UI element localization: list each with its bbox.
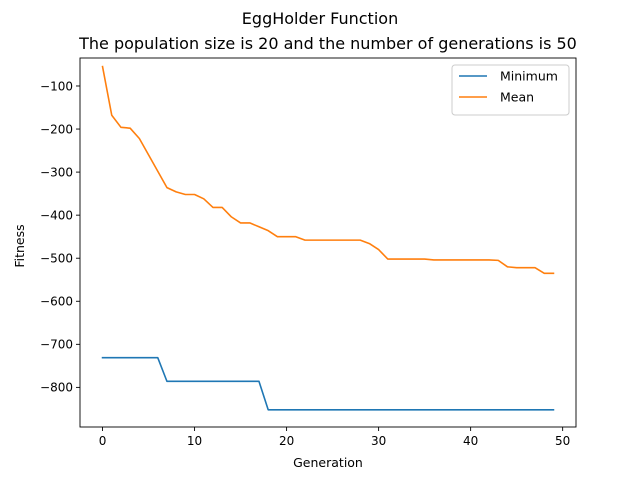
y-tick-label: −100 bbox=[40, 79, 73, 93]
x-tick-label: 20 bbox=[279, 434, 294, 448]
y-tick-label: −500 bbox=[40, 252, 73, 266]
x-tick-label: 10 bbox=[187, 434, 202, 448]
legend-label-mean: Mean bbox=[500, 90, 534, 105]
y-tick-label: −800 bbox=[40, 381, 73, 395]
x-tick-label: 40 bbox=[463, 434, 478, 448]
x-axis-label: Generation bbox=[293, 455, 363, 470]
x-tick-label: 0 bbox=[99, 434, 107, 448]
x-tick-label: 30 bbox=[371, 434, 386, 448]
plot-frame bbox=[79, 57, 577, 428]
y-tick-label: −300 bbox=[40, 165, 73, 179]
chart-title: EggHolder Function bbox=[242, 9, 398, 28]
plot-area: 0 10 20 30 40 50 −800 −700 −600 −500 −400 −300 −200 −… bbox=[40, 57, 577, 448]
legend-label-minimum: Minimum bbox=[500, 69, 558, 84]
chart-subtitle: The population size is 20 and the number… bbox=[78, 34, 577, 53]
y-axis-label: Fitness bbox=[12, 224, 27, 267]
series-line-mean bbox=[101, 65, 555, 275]
legend: Minimum Mean bbox=[451, 64, 570, 116]
series-line-minimum bbox=[101, 356, 555, 411]
y-tick-label: −700 bbox=[40, 338, 73, 352]
x-tick-label: 50 bbox=[555, 434, 570, 448]
y-tick-label: −600 bbox=[40, 295, 73, 309]
y-tick-label: −200 bbox=[40, 122, 73, 136]
legend-box bbox=[451, 64, 570, 116]
y-tick-label: −400 bbox=[40, 208, 73, 222]
